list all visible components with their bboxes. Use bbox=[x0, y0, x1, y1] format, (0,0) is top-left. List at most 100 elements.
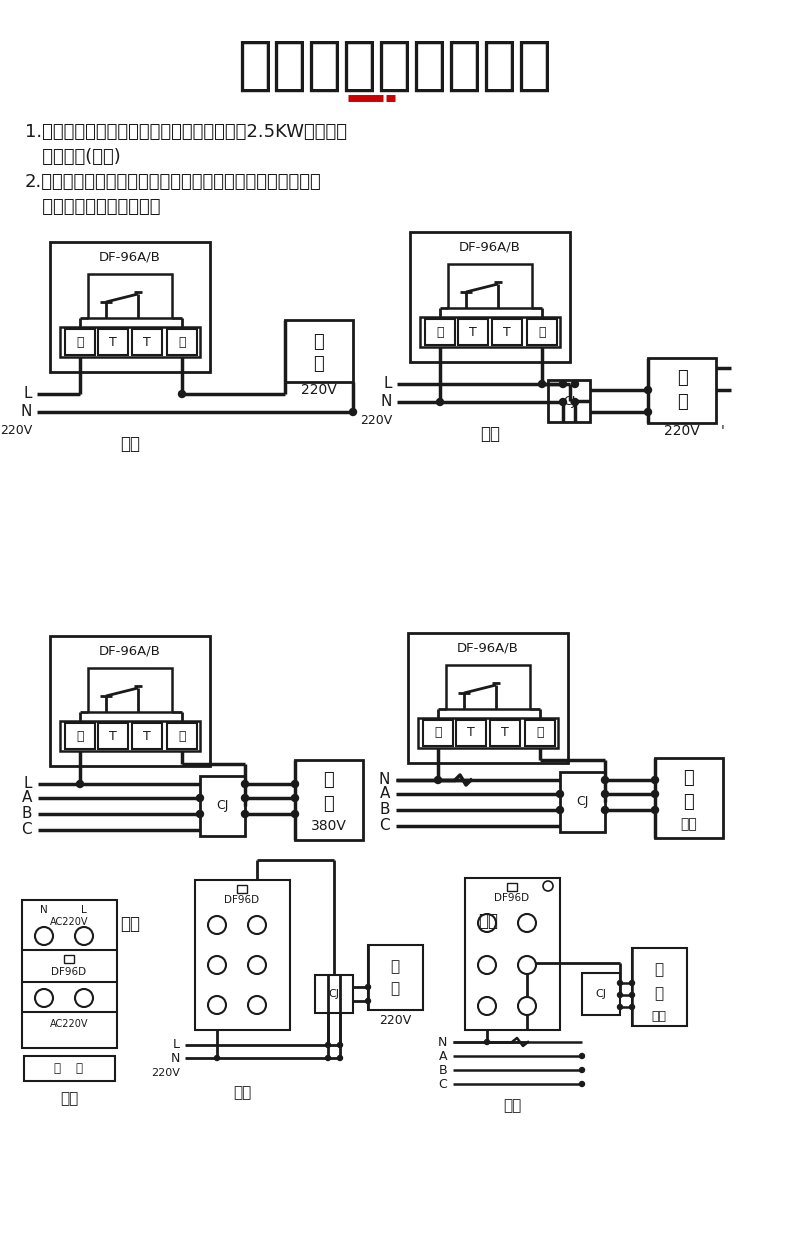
Text: 水: 水 bbox=[324, 771, 334, 789]
Text: 进: 进 bbox=[436, 325, 444, 339]
Text: B: B bbox=[379, 803, 390, 818]
Circle shape bbox=[580, 1082, 585, 1087]
Text: 进: 进 bbox=[435, 727, 442, 740]
Circle shape bbox=[337, 1042, 343, 1047]
Bar bbox=[237, 885, 247, 893]
Circle shape bbox=[556, 807, 563, 813]
Circle shape bbox=[77, 781, 84, 788]
Circle shape bbox=[478, 956, 496, 974]
Circle shape bbox=[478, 997, 496, 1015]
Bar bbox=[425, 319, 455, 345]
Bar bbox=[24, 1056, 115, 1081]
Bar bbox=[548, 380, 590, 422]
Text: CJ: CJ bbox=[329, 989, 340, 998]
Circle shape bbox=[618, 992, 623, 997]
Bar bbox=[60, 721, 200, 751]
Text: DF96D: DF96D bbox=[51, 967, 87, 977]
Bar bbox=[295, 759, 363, 840]
Text: 220V: 220V bbox=[301, 383, 337, 397]
Text: 水: 水 bbox=[390, 960, 400, 975]
Text: 水位控制器接线方法: 水位控制器接线方法 bbox=[238, 36, 552, 93]
Bar bbox=[448, 264, 532, 308]
Bar bbox=[60, 327, 200, 357]
Text: DF-96A/B: DF-96A/B bbox=[99, 645, 161, 657]
Circle shape bbox=[618, 981, 623, 986]
Bar bbox=[368, 945, 423, 1010]
Circle shape bbox=[571, 398, 578, 406]
Text: 220V: 220V bbox=[0, 423, 32, 437]
Bar bbox=[458, 319, 488, 345]
Bar bbox=[64, 955, 74, 962]
Circle shape bbox=[559, 398, 566, 406]
Text: 图二: 图二 bbox=[480, 425, 500, 443]
Text: L: L bbox=[81, 905, 87, 915]
Circle shape bbox=[292, 781, 299, 788]
Bar bbox=[132, 329, 162, 355]
Circle shape bbox=[652, 791, 659, 798]
Circle shape bbox=[559, 381, 566, 387]
Bar bbox=[22, 900, 117, 1048]
Text: 图四: 图四 bbox=[478, 913, 498, 930]
Circle shape bbox=[484, 1040, 490, 1045]
Text: 水    泵: 水 泵 bbox=[55, 1062, 84, 1074]
Bar bbox=[420, 317, 560, 347]
Text: AC220V: AC220V bbox=[50, 918, 88, 928]
Circle shape bbox=[242, 794, 249, 802]
Text: N: N bbox=[21, 405, 32, 420]
Circle shape bbox=[208, 996, 226, 1013]
Text: B: B bbox=[438, 1063, 447, 1077]
Circle shape bbox=[630, 992, 634, 997]
Text: A: A bbox=[380, 787, 390, 802]
Text: 泵: 泵 bbox=[654, 986, 664, 1001]
Text: 直接控制(图一): 直接控制(图一) bbox=[25, 148, 121, 166]
Bar bbox=[418, 718, 558, 748]
Text: DF96D: DF96D bbox=[495, 893, 529, 903]
Circle shape bbox=[35, 928, 53, 945]
Text: T: T bbox=[467, 727, 475, 740]
Text: 380V: 380V bbox=[311, 819, 347, 833]
Circle shape bbox=[208, 916, 226, 934]
Circle shape bbox=[601, 807, 608, 813]
Text: B: B bbox=[21, 807, 32, 822]
Text: 图二: 图二 bbox=[233, 1086, 251, 1101]
Text: 图三: 图三 bbox=[120, 915, 140, 933]
Text: 220V: 220V bbox=[379, 1013, 411, 1026]
Bar bbox=[490, 720, 520, 746]
Text: 出: 出 bbox=[179, 335, 186, 349]
Bar bbox=[285, 320, 353, 382]
Bar bbox=[88, 274, 172, 317]
Circle shape bbox=[35, 989, 53, 1007]
Circle shape bbox=[75, 928, 93, 945]
Text: 泵: 泵 bbox=[683, 793, 694, 810]
Bar bbox=[655, 758, 723, 838]
Text: AC220V: AC220V bbox=[50, 1018, 88, 1030]
Text: 出: 出 bbox=[179, 730, 186, 742]
Text: DF-96A/B: DF-96A/B bbox=[99, 250, 161, 264]
Text: 进: 进 bbox=[77, 730, 84, 742]
Text: 泵: 泵 bbox=[314, 355, 325, 374]
Text: C: C bbox=[438, 1077, 447, 1091]
Circle shape bbox=[539, 381, 546, 387]
Text: ': ' bbox=[721, 425, 725, 438]
Text: L: L bbox=[173, 1038, 180, 1052]
Bar bbox=[132, 723, 162, 749]
Circle shape bbox=[645, 408, 652, 416]
Circle shape bbox=[366, 998, 371, 1003]
Text: 水: 水 bbox=[314, 332, 325, 351]
Bar bbox=[65, 329, 95, 355]
Text: L: L bbox=[383, 376, 392, 391]
Circle shape bbox=[242, 781, 249, 788]
Text: 泵: 泵 bbox=[676, 393, 687, 411]
Text: A: A bbox=[438, 1050, 447, 1062]
Circle shape bbox=[248, 956, 266, 974]
Circle shape bbox=[437, 398, 443, 406]
Circle shape bbox=[325, 1042, 330, 1047]
Bar bbox=[50, 242, 210, 372]
Text: N: N bbox=[381, 395, 392, 410]
Text: N: N bbox=[378, 772, 390, 788]
Circle shape bbox=[179, 391, 186, 397]
Circle shape bbox=[292, 810, 299, 818]
Circle shape bbox=[435, 777, 442, 783]
Circle shape bbox=[349, 408, 356, 416]
Circle shape bbox=[652, 807, 659, 813]
